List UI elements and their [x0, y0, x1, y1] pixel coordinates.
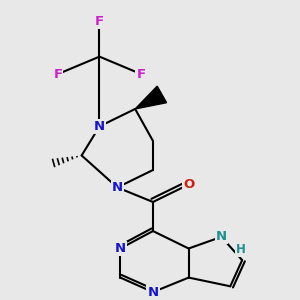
Text: F: F — [95, 15, 104, 28]
Text: N: N — [112, 181, 123, 194]
Text: N: N — [115, 242, 126, 255]
Text: N: N — [94, 120, 105, 133]
Text: N: N — [216, 230, 227, 243]
Polygon shape — [135, 86, 166, 109]
Text: N: N — [147, 286, 158, 298]
Text: F: F — [136, 68, 146, 81]
Text: F: F — [53, 68, 62, 81]
Text: O: O — [183, 178, 194, 191]
Text: H: H — [236, 244, 246, 256]
